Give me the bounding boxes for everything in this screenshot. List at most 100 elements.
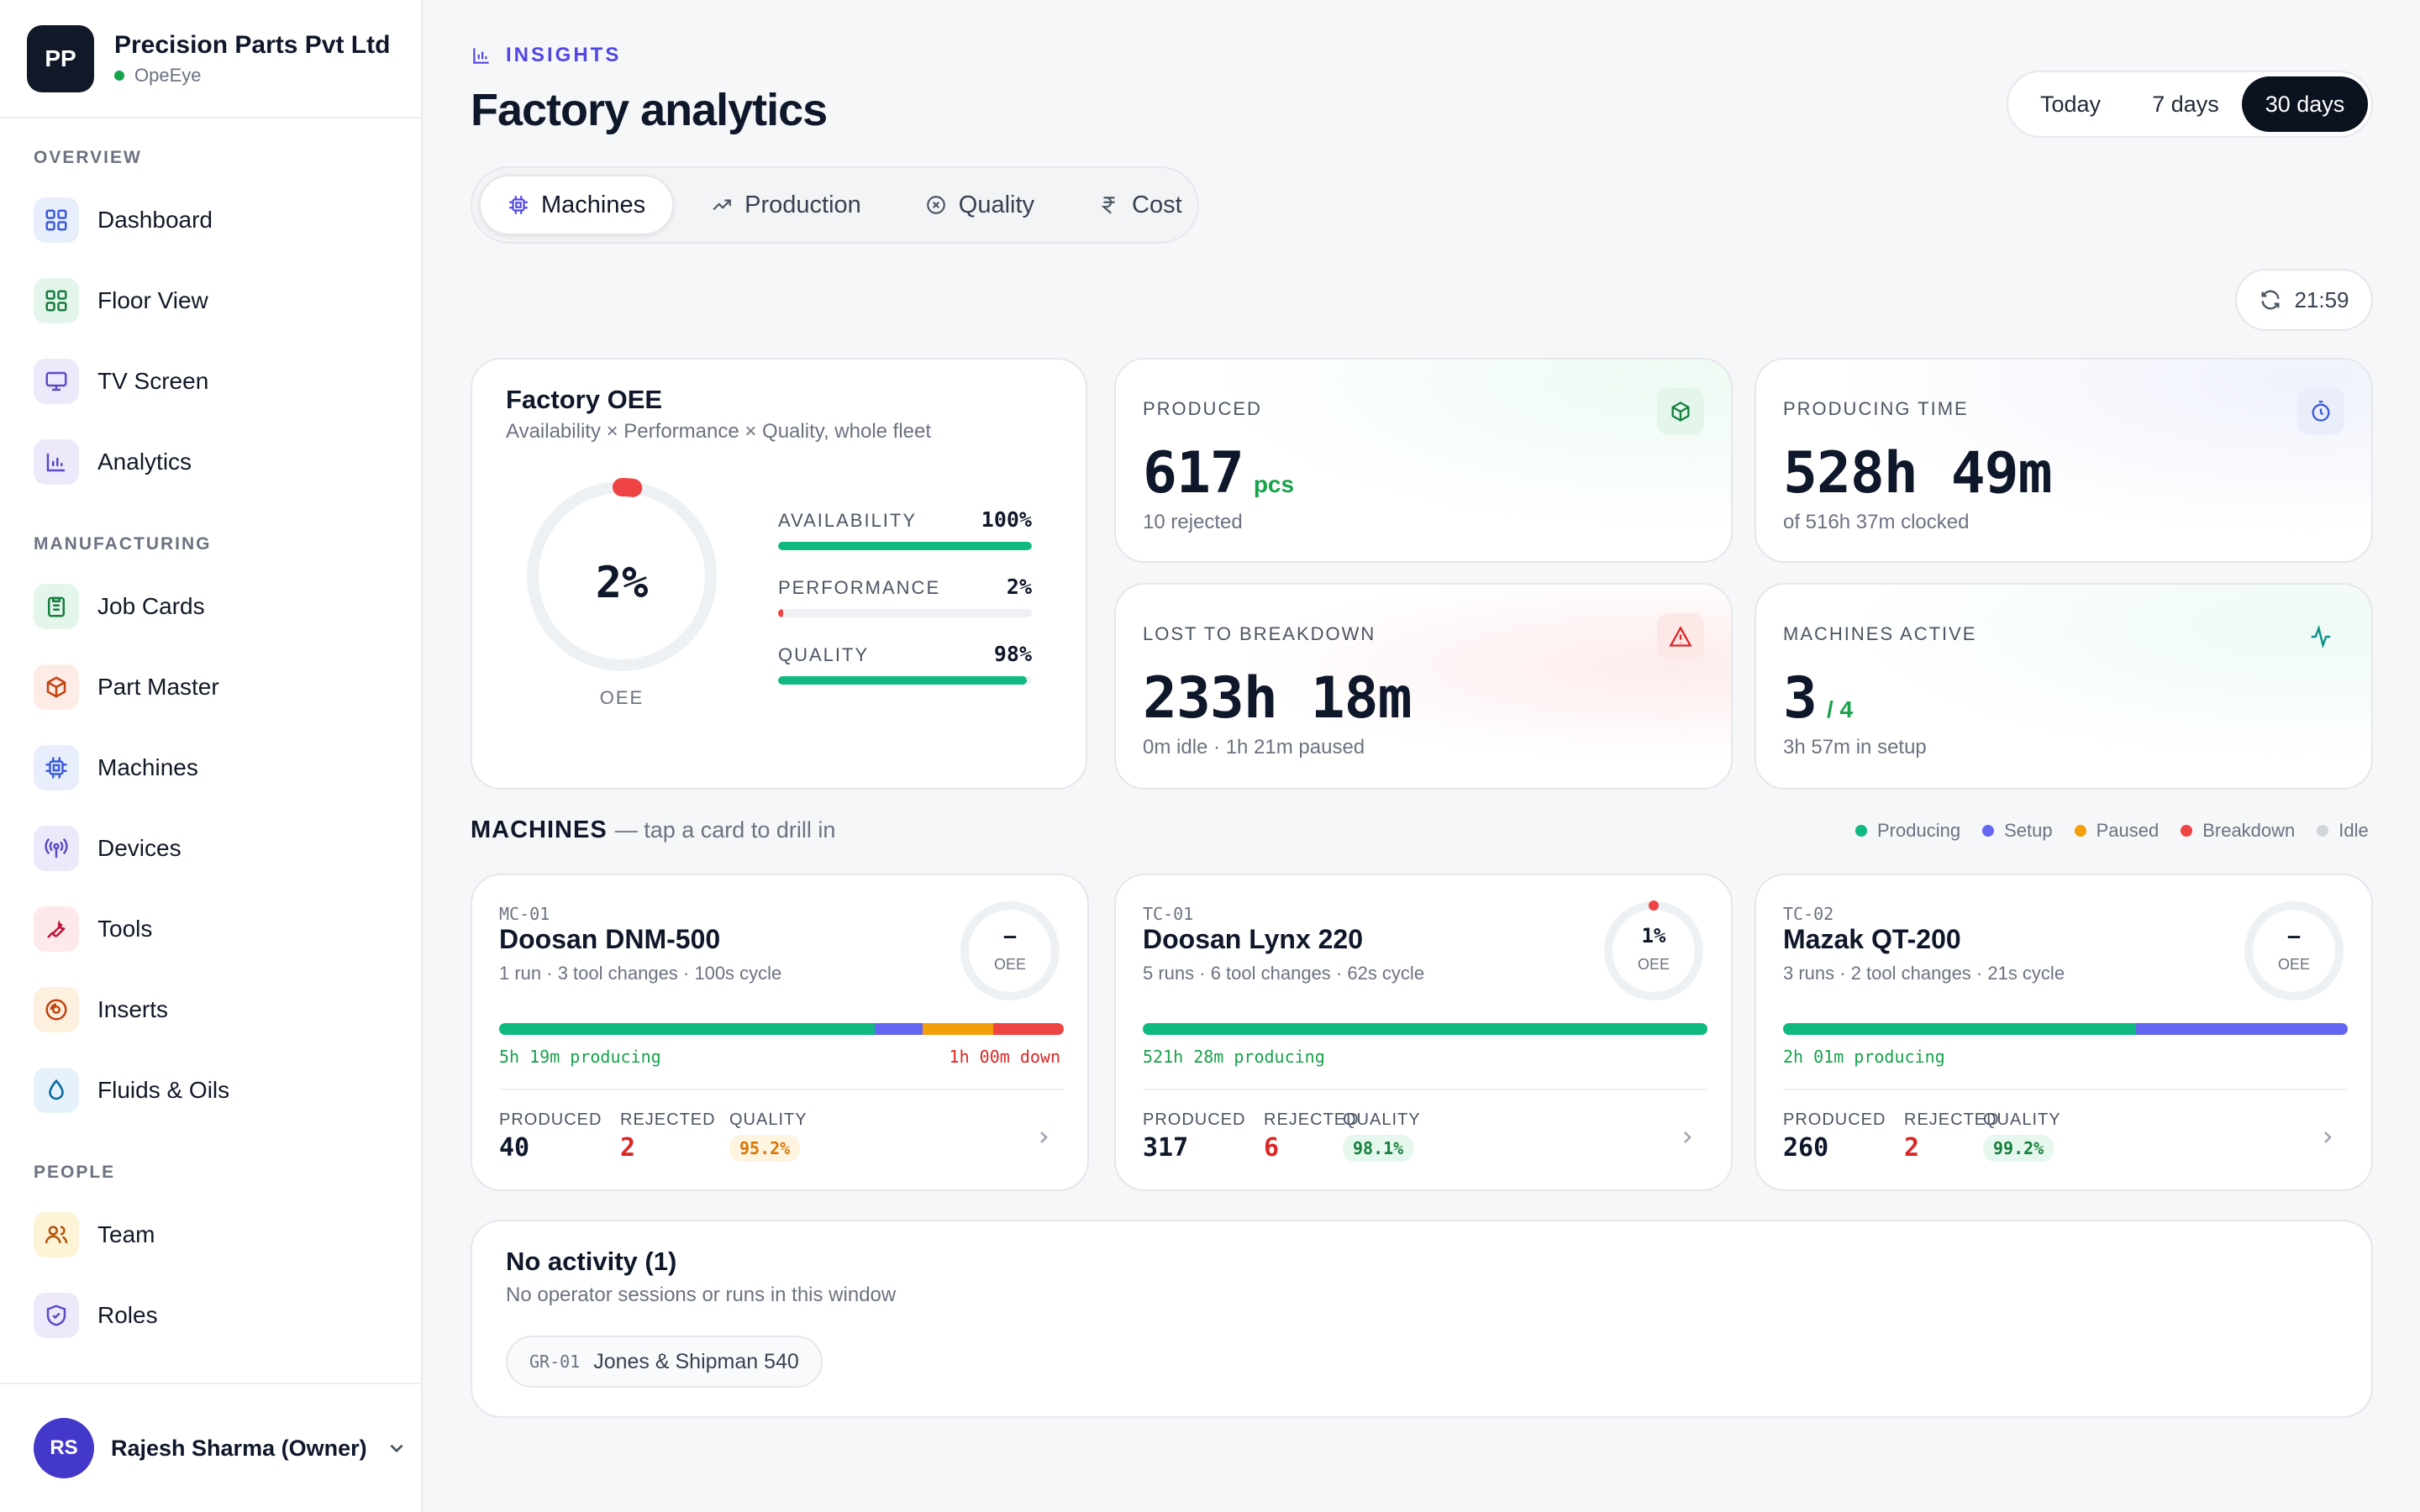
alert-triangle-icon [1657, 613, 1704, 660]
quality-stat: QUALITY 95.2% [729, 1110, 808, 1162]
metric-bar-track [778, 542, 1032, 550]
machine-card[interactable]: TC-01 Doosan Lynx 220 5 runs · 6 tool ch… [1114, 874, 1733, 1191]
sidebar-item-dashboard[interactable]: Dashboard [34, 195, 395, 245]
date-range-selector: Today 7 days 30 days [2007, 71, 2373, 138]
activity-icon [2297, 613, 2344, 660]
nav-section-overview: OVERVIEW [34, 148, 142, 167]
sidebar-item-part-master[interactable]: Part Master [34, 662, 395, 712]
sidebar-item-label: Roles [97, 1302, 158, 1328]
sidebar-item-label: Part Master [97, 674, 219, 700]
timeline-segment-producing [499, 1023, 875, 1035]
metric-name: AVAILABILITY [778, 510, 918, 531]
legend-dot [2317, 825, 2329, 837]
machine-meta: 1 run · 3 tool changes · 100s cycle [499, 963, 782, 984]
stat-label: REJECTED [620, 1110, 716, 1129]
org-switcher[interactable]: PP Precision Parts Pvt Ltd OpeEye [0, 0, 421, 118]
nav-section-manufacturing: MANUFACTURING [34, 534, 212, 554]
sidebar-item-team[interactable]: Team [34, 1210, 395, 1260]
machine-oee-label: OEE [993, 956, 1026, 973]
sidebar-item-floor-view[interactable]: Floor View [34, 276, 395, 326]
bar-chart-icon [34, 439, 79, 485]
machine-meta: 5 runs · 6 tool changes · 62s cycle [1143, 963, 1425, 984]
rejected-stat: REJECTED 2 [620, 1110, 716, 1163]
sidebar-item-label: TV Screen [97, 368, 209, 394]
divider [1783, 1089, 2348, 1090]
user-menu[interactable]: RS Rajesh Sharma (Owner) [0, 1383, 421, 1512]
legend-dot [2181, 825, 2193, 837]
machine-oee-gauge [2244, 901, 2344, 1000]
down-duration: 1h 00m down [949, 1047, 1060, 1067]
grid-icon [34, 278, 79, 323]
range-30-days-button[interactable]: 30 days [2242, 76, 2368, 132]
machine-timeline [1783, 1023, 2348, 1035]
stat-label: QUALITY [1983, 1110, 2061, 1129]
section-title: MACHINES [471, 816, 608, 843]
rejected-stat: REJECTED 2 [1904, 1110, 2000, 1163]
machines-section-title: MACHINES — tap a card to drill in [471, 816, 835, 844]
stat-label: PRODUCED [1783, 1110, 1886, 1129]
tab-cost[interactable]: Cost [1071, 175, 1209, 235]
stat-label: QUALITY [1343, 1110, 1421, 1129]
machine-timeline [1143, 1023, 1707, 1035]
quality-badge: 99.2% [1983, 1135, 2054, 1162]
quality-stat: QUALITY 99.2% [1983, 1110, 2061, 1162]
kpi-label: PRODUCING TIME [1783, 398, 1969, 419]
machine-card[interactable]: MC-01 Doosan DNM-500 1 run · 3 tool chan… [471, 874, 1089, 1191]
range-7-days-button[interactable]: 7 days [2152, 91, 2219, 117]
producing-duration: 521h 28m producing [1143, 1047, 1325, 1067]
produced-stat: PRODUCED 317 [1143, 1110, 1245, 1163]
tab-label: Machines [541, 191, 646, 218]
sidebar-item-roles[interactable]: Roles [34, 1290, 395, 1341]
kpi-card-machines-active: MACHINES ACTIVE 3 / 4 3h 57m in setup [1754, 583, 2373, 790]
sidebar-item-tools[interactable]: Tools [34, 904, 395, 954]
chevron-right-icon [1684, 1131, 1691, 1143]
last-refresh-time: 21:59 [2294, 286, 2349, 312]
refresh-button[interactable]: 21:59 [2235, 269, 2373, 331]
timeline-segment-producing [1783, 1023, 2136, 1035]
sidebar-item-job-cards[interactable]: Job Cards [34, 581, 395, 632]
performance-metric: PERFORMANCE 2% [778, 575, 1032, 617]
no-activity-card: No activity (1) No operator sessions or … [471, 1220, 2373, 1418]
avatar: RS [34, 1418, 94, 1478]
kpi-subtext: 10 rejected [1143, 511, 1243, 533]
tab-production[interactable]: Production [684, 175, 888, 235]
chevron-down-icon [390, 1444, 403, 1453]
sidebar-item-machines[interactable]: Machines [34, 743, 395, 793]
sidebar-item-devices[interactable]: Devices [34, 823, 395, 874]
analytics-tabs: Machines Production Quality Cost [471, 166, 1199, 244]
tab-machines[interactable]: Machines [479, 175, 675, 235]
clipboard-icon [34, 584, 79, 629]
legend-label: Setup [2004, 820, 2053, 841]
sidebar-item-tv-screen[interactable]: TV Screen [34, 356, 395, 407]
legend-label: Paused [2096, 820, 2160, 841]
divider [499, 1089, 1064, 1090]
performance-bar-fill [778, 609, 784, 617]
oee-gauge-fill [523, 478, 720, 675]
inactive-machine-chip[interactable]: GR-01 Jones & Shipman 540 [506, 1336, 823, 1388]
sidebar-item-fluids-oils[interactable]: Fluids & Oils [34, 1065, 395, 1116]
metric-value: 98% [993, 642, 1032, 666]
legend-dot [1982, 825, 1995, 837]
oee-card-title: Factory OEE [506, 385, 663, 414]
kpi-subtext: 3h 57m in setup [1783, 736, 1927, 759]
machine-code: MC-01 [499, 904, 550, 924]
breadcrumb: INSIGHTS [471, 44, 621, 67]
sidebar-item-inserts[interactable]: Inserts [34, 984, 395, 1035]
machine-card[interactable]: TC-02 Mazak QT-200 3 runs · 2 tool chang… [1754, 874, 2373, 1191]
tab-quality[interactable]: Quality [898, 175, 1061, 235]
producing-duration: 2h 01m producing [1783, 1047, 1945, 1067]
sidebar-item-label: Team [97, 1221, 155, 1247]
kpi-label: LOST TO BREAKDOWN [1143, 623, 1376, 644]
kpi-unit: / 4 [1826, 696, 1854, 722]
machine-oee-label: OEE [1637, 956, 1670, 973]
sidebar-item-analytics[interactable]: Analytics [34, 437, 395, 487]
kpi-label: MACHINES ACTIVE [1783, 623, 1977, 644]
produced-stat: PRODUCED 40 [499, 1110, 602, 1163]
metric-name: PERFORMANCE [778, 577, 941, 598]
kpi-value: 528h 49m [1783, 440, 2053, 507]
range-today-button[interactable]: Today [2039, 91, 2102, 117]
oee-gauge-fill [1649, 900, 1659, 911]
sidebar-item-label: Analytics [97, 449, 192, 475]
oee-value: 2% [595, 558, 649, 608]
stat-value: 6 [1264, 1133, 1280, 1163]
